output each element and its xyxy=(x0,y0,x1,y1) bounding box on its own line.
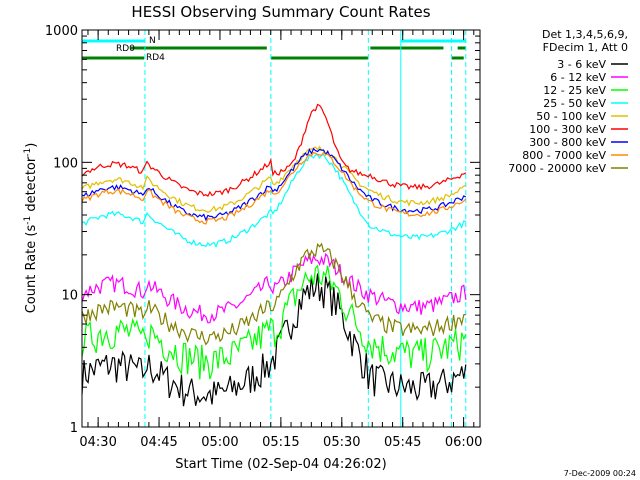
chart-title: HESSI Observing Summary Count Rates xyxy=(131,3,430,21)
x-tick-label: 04:45 xyxy=(140,435,177,450)
series-line-3 xyxy=(81,153,466,248)
orbit-markers xyxy=(144,30,467,427)
y-tick-label: 100 xyxy=(53,156,78,171)
x-axis: 04:30 04:45 05:00 05:15 05:30 05:45 06:00 xyxy=(79,30,482,450)
x-tick-label: 04:30 xyxy=(79,435,116,450)
legend-label: 3 - 6 keV xyxy=(557,58,606,71)
legend-label: 7000 - 20000 keV xyxy=(508,162,606,175)
legend-label: 800 - 7000 keV xyxy=(522,149,606,162)
x-tick-label: 05:00 xyxy=(201,435,238,450)
y-tick-label: 10 xyxy=(61,289,78,304)
series-line-7 xyxy=(81,151,467,225)
y-axis-label-part2: detector xyxy=(24,156,39,216)
series-line-2 xyxy=(81,264,467,380)
y-axis-label: Count Rate (s-1 detector-1) xyxy=(23,143,39,314)
flag-label-n: N xyxy=(149,36,156,46)
legend-label: 300 - 800 keV xyxy=(529,136,606,149)
x-tick-label: 05:30 xyxy=(323,435,360,450)
series-line-6 xyxy=(81,147,467,222)
legend-label: 25 - 50 keV xyxy=(543,97,606,110)
y-axis: 1 10 100 1000 xyxy=(45,24,480,436)
legend-label: 6 - 12 keV xyxy=(550,71,606,84)
x-axis-label: Start Time (02-Sep-04 04:26:02) xyxy=(175,457,386,472)
x-tick-label: 06:00 xyxy=(445,435,482,450)
footer-date: 7-Dec-2009 00:24 xyxy=(564,469,636,478)
series-line-4 xyxy=(81,145,466,213)
flag-bars: N RD0 RD4 xyxy=(82,36,466,63)
legend-label: 50 - 100 keV xyxy=(536,110,606,123)
x-tick-label: 05:45 xyxy=(384,435,421,450)
legend: Det 1,3,4,5,6,9,FDecim 1, Att 0 3 - 6 keV… xyxy=(508,28,628,175)
y-tick-label: 1000 xyxy=(45,24,78,39)
legend-header: FDecim 1, Att 0 xyxy=(543,41,628,54)
series-line-1 xyxy=(81,252,467,324)
series-line-0 xyxy=(81,273,467,407)
x-tick-label: 05:15 xyxy=(262,435,299,450)
series-line-8 xyxy=(81,242,466,346)
flag-label-rd0: RD0 xyxy=(116,44,135,54)
flag-label-rd4: RD4 xyxy=(146,53,165,63)
legend-header: Det 1,3,4,5,6,9, xyxy=(542,28,628,41)
y-axis-label-part3: ) xyxy=(24,143,39,148)
y-axis-label-part1: Count Rate (s xyxy=(24,225,39,314)
y-tick-label: 1 xyxy=(70,421,78,436)
series-line-5 xyxy=(81,103,467,197)
legend-label: 12 - 25 keV xyxy=(543,84,606,97)
y-axis-label-sup1: -1 xyxy=(23,216,33,225)
series-lines xyxy=(81,103,467,407)
y-axis-label-sup2: -1 xyxy=(23,148,33,157)
legend-label: 100 - 300 keV xyxy=(529,123,606,136)
